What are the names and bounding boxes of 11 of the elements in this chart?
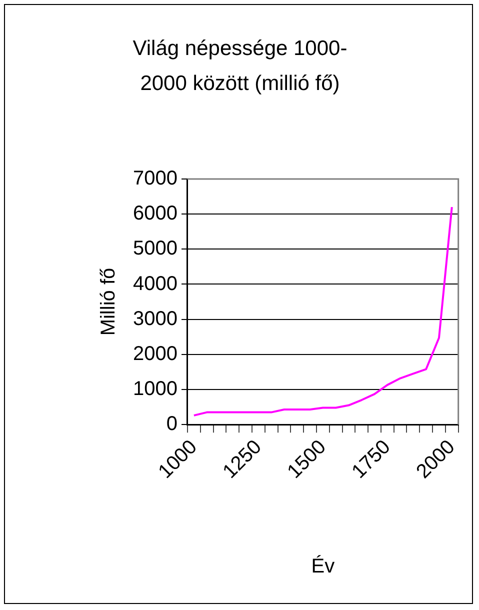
y-tick-label: 7000 bbox=[132, 168, 178, 190]
y-tick-label: 3000 bbox=[132, 308, 178, 330]
y-tick-label: 4000 bbox=[132, 272, 178, 295]
y-tick-label: 2000 bbox=[132, 342, 178, 365]
y-axis-title: Millió fő bbox=[98, 268, 120, 336]
y-tick-label: 1000 bbox=[132, 378, 178, 400]
chart-title: Világ népessége 1000-2000 között (millió fő) bbox=[132, 36, 348, 97]
y-tick-label: 5000 bbox=[132, 238, 178, 260]
x-axis-title: Év bbox=[311, 554, 335, 578]
y-tick-label: 0 bbox=[166, 413, 178, 436]
y-tick-label: 6000 bbox=[132, 202, 178, 225]
